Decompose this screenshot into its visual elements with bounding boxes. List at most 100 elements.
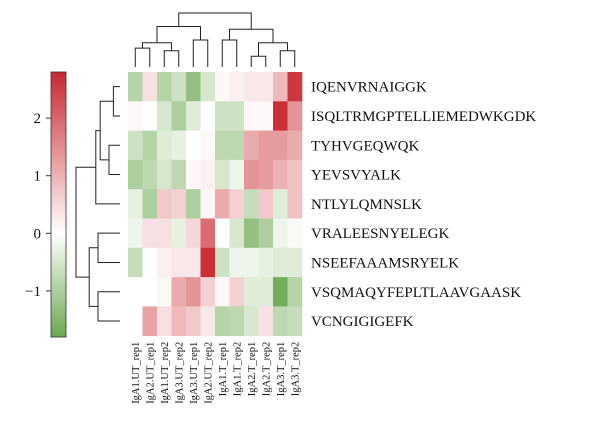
heatmap-cell xyxy=(200,130,216,161)
heatmap-cell xyxy=(200,72,216,102)
color-bar-tick-label: 1 xyxy=(34,169,42,185)
heatmap-cell xyxy=(157,189,172,219)
heatmap-cell xyxy=(273,277,288,307)
heatmap-cell xyxy=(273,159,288,190)
dendrogram-branch xyxy=(279,50,296,67)
heatmap-cell xyxy=(258,159,274,190)
heatmap-cell xyxy=(171,130,187,161)
heatmap-cell xyxy=(142,72,158,102)
dendrogram-branch xyxy=(97,291,120,322)
heatmap-cell xyxy=(171,306,187,336)
heatmap-cell xyxy=(215,72,230,102)
dendrogram-branch xyxy=(112,86,120,117)
heatmap-cell xyxy=(287,218,303,249)
heatmap-cell xyxy=(229,247,245,278)
heatmap-cell xyxy=(244,218,259,249)
heatmap-cell xyxy=(287,247,303,278)
heatmap-cell xyxy=(186,306,201,336)
heatmap-cell xyxy=(186,218,201,249)
heatmap-cell xyxy=(215,159,230,190)
row-label: VCNGIGIGEFK xyxy=(311,314,414,330)
column-label: IgA3.UT_rep1 xyxy=(189,342,200,404)
heatmap-cell xyxy=(287,277,303,307)
heatmap-cell xyxy=(142,218,158,249)
heatmap-cell xyxy=(215,130,230,161)
heatmap-cell xyxy=(273,247,288,278)
heatmap-cell xyxy=(157,218,172,249)
column-dendrogram xyxy=(134,12,296,67)
heatmap-cell xyxy=(273,306,288,336)
heatmap-cell xyxy=(215,277,230,307)
heatmap-cell xyxy=(258,306,274,336)
heatmap-cell xyxy=(287,159,303,190)
heatmap-cell xyxy=(229,306,245,336)
heatmap-cell xyxy=(128,277,143,307)
heatmap-cell xyxy=(186,277,201,307)
column-label: IgA3.UT_rep2 xyxy=(175,342,186,404)
column-label: IgA2.UT_rep2 xyxy=(204,342,215,404)
column-label: IgA2.T_rep2 xyxy=(262,342,273,397)
heatmap-cell xyxy=(128,306,143,336)
heatmap-cell xyxy=(200,218,216,249)
heatmap-cell xyxy=(171,277,187,307)
row-label: NTLYLQMNSLK xyxy=(311,197,422,213)
heatmap-cell xyxy=(273,189,288,219)
heatmap-cell xyxy=(142,159,158,190)
heatmap-cell xyxy=(287,306,303,336)
row-label: TYHVGEQWQK xyxy=(311,138,419,154)
heatmap-cell xyxy=(186,189,201,219)
heatmap-cell xyxy=(157,159,172,190)
heatmap-cell xyxy=(128,189,143,219)
row-dendrogram xyxy=(75,86,120,322)
heatmap-cell xyxy=(258,189,274,219)
heatmap-cell xyxy=(200,189,216,219)
dendrogram-branch xyxy=(134,47,151,67)
color-scale-legend: −1 0 1 2 xyxy=(25,71,67,338)
heatmap-cell xyxy=(215,189,230,219)
heatmap-cell xyxy=(171,218,187,249)
heatmap-cell xyxy=(244,130,259,161)
heatmap-cell xyxy=(273,130,288,161)
row-label: VSQMAQYFEPLTLAAVGAASK xyxy=(311,285,521,301)
heatmap-cell xyxy=(215,218,230,249)
heatmap-cell xyxy=(186,159,201,190)
heatmap-cell xyxy=(128,247,143,278)
heatmap-cell xyxy=(171,247,187,278)
column-label: IgA2.UT_rep1 xyxy=(146,342,157,404)
heatmap-cell xyxy=(273,218,288,249)
heatmap-cell xyxy=(171,189,187,219)
heatmap-cell xyxy=(142,277,158,307)
column-label: IgA3.T_rep1 xyxy=(276,342,287,397)
heatmap-cell xyxy=(171,159,187,190)
heatmap-cell xyxy=(229,101,245,131)
dendrogram-branch xyxy=(99,100,114,161)
heatmap-cell xyxy=(128,101,143,131)
color-bar-tick-label: 0 xyxy=(34,226,42,242)
heatmap-cell xyxy=(273,72,288,102)
column-label: IgA1.UT_rep1 xyxy=(131,342,142,404)
heatmap-cell xyxy=(287,189,303,219)
column-label: IgA2.T_rep1 xyxy=(247,342,258,397)
heatmap-cell xyxy=(142,130,158,161)
heatmap-cell xyxy=(215,306,230,336)
heatmap-cell xyxy=(186,247,201,278)
heatmap-cell xyxy=(142,306,158,336)
heatmap-cell xyxy=(258,218,274,249)
row-label: YEVSVYALK xyxy=(311,168,401,184)
heatmap-cell xyxy=(258,72,274,102)
column-label: IgA1.T_rep1 xyxy=(218,342,229,397)
dendrogram-branch xyxy=(258,42,288,57)
heatmap-cell xyxy=(157,130,172,161)
row-label: IQENVRNAIGGK xyxy=(311,80,427,96)
heatmap-cell xyxy=(200,159,216,190)
heatmap-cell xyxy=(186,72,201,102)
dendrogram-branch xyxy=(142,42,172,51)
heatmap-cell xyxy=(171,101,187,131)
dendrogram-branch xyxy=(88,247,98,307)
heatmap-cell xyxy=(244,101,259,131)
heatmap-cell xyxy=(157,306,172,336)
heatmap-cell xyxy=(157,247,172,278)
dendrogram-branch xyxy=(95,130,120,205)
heatmap-cell xyxy=(258,247,274,278)
dendrogram-branch xyxy=(163,50,180,67)
